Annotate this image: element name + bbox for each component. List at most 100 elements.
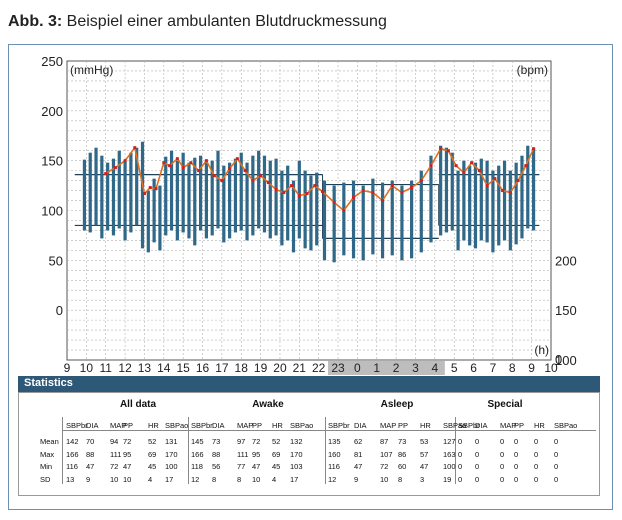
stats-cell: 73: [212, 437, 221, 446]
stats-cell: 100: [443, 462, 456, 471]
map-point: [508, 191, 512, 195]
map-point: [154, 187, 158, 191]
bp-bar: [342, 182, 346, 256]
stats-column-header: DIA: [354, 421, 367, 430]
x-tick-label: 14: [157, 361, 171, 375]
stats-cell: 69: [272, 450, 281, 459]
stats-cell: 0: [554, 475, 559, 484]
stats-column-header: PP: [514, 421, 525, 430]
x-tick-label: 5: [451, 361, 458, 375]
y2-tick-label: 200: [555, 253, 577, 268]
bp-bar: [315, 172, 319, 246]
y2-axis-label: (bpm): [517, 63, 548, 77]
stats-cell: 116: [66, 462, 78, 471]
stats-cell: 8: [398, 475, 403, 484]
map-point: [501, 189, 505, 193]
stats-cell: 166: [66, 450, 79, 459]
stats-cell: 47: [420, 462, 429, 471]
bp-bar: [439, 145, 443, 236]
bp-bar: [222, 165, 226, 243]
bp-bar: [514, 162, 518, 245]
bp-bar: [456, 170, 460, 251]
bp-bar: [123, 160, 127, 241]
stats-cell: 118: [191, 462, 203, 471]
stats-header-rule: [62, 430, 596, 431]
x-tick-label: 9: [528, 361, 535, 375]
stats-column-divider: [188, 417, 189, 484]
stats-cell: 17: [290, 475, 299, 484]
map-point: [297, 194, 301, 198]
statistics-table: [18, 392, 600, 496]
stats-cell: 45: [272, 462, 281, 471]
stats-column-header: SBPao: [443, 421, 467, 430]
stats-column-header: PP: [123, 421, 134, 430]
caption-label: Abb. 3:: [8, 13, 63, 30]
stats-cell: 0: [514, 462, 519, 471]
stats-column-header: MAP: [500, 421, 517, 430]
y-axis-label: (mmHg): [70, 63, 113, 77]
bp-bar: [508, 170, 512, 251]
stats-cell: 73: [398, 437, 407, 446]
x-tick-label: 0: [354, 361, 361, 375]
stats-cell: 72: [252, 437, 261, 446]
stats-cell: 0: [554, 450, 559, 459]
stats-cell: 88: [212, 450, 221, 459]
stats-cell: 4: [272, 475, 277, 484]
x-tick-label: 3: [412, 361, 419, 375]
stats-section-title: Asleep: [380, 399, 414, 410]
stats-column-header: HR: [420, 421, 431, 430]
stats-cell: 0: [534, 462, 539, 471]
map-point: [148, 186, 152, 190]
bp-bar: [485, 160, 489, 243]
stats-cell: 0: [458, 450, 463, 459]
stats-column-header: SBPbr: [66, 421, 88, 430]
stats-cell: 103: [290, 462, 303, 471]
y-tick-label: 100: [41, 204, 63, 219]
map-point: [342, 209, 346, 212]
caption-text: Beispiel einer ambulanten Blutdruckmessu…: [66, 13, 387, 30]
stats-cell: 97: [237, 437, 246, 446]
map-point: [104, 172, 108, 176]
map-point: [493, 177, 497, 181]
bp-bar: [400, 185, 404, 261]
map-point: [113, 166, 117, 170]
x-tick-label: 9: [64, 361, 71, 375]
bp-bar: [239, 152, 243, 231]
map-point: [524, 164, 528, 168]
stats-cell: 142: [66, 437, 79, 446]
map-point: [274, 188, 278, 192]
bp-bar: [257, 150, 261, 229]
stats-cell: 8: [237, 475, 242, 484]
stats-cell: 107: [380, 450, 393, 459]
map-point: [532, 147, 536, 151]
stats-cell: 17: [165, 475, 174, 484]
bp-bar: [309, 175, 313, 251]
bp-bar: [193, 157, 197, 246]
stats-cell: 0: [475, 475, 480, 484]
stats-column-header: MAP: [380, 421, 397, 430]
x-tick-label: 7: [490, 361, 497, 375]
bp-bar: [479, 158, 483, 241]
bp-bar: [473, 162, 478, 249]
bp-bar: [450, 152, 454, 231]
x-tick-label: 21: [293, 361, 307, 375]
figure-caption: Abb. 3: Beispiel einer ambulanten Blutdr…: [8, 13, 387, 31]
map-point: [243, 169, 247, 173]
x-tick-label: 6: [470, 361, 477, 375]
stats-cell: 47: [252, 462, 261, 471]
bp-bar: [216, 150, 220, 229]
map-point: [361, 189, 365, 193]
stats-cell: 10: [110, 475, 119, 484]
stats-cell: 52: [272, 437, 281, 446]
bp-bar: [169, 150, 174, 231]
map-point: [390, 184, 394, 188]
map-point: [266, 181, 270, 185]
map-point: [313, 184, 317, 188]
stats-column-header: MAP: [237, 421, 254, 430]
bp-bar: [410, 180, 414, 259]
x-tick-label: 22: [312, 361, 326, 375]
map-point: [516, 179, 520, 183]
bp-bar: [361, 185, 365, 261]
x-tick-label: 10: [544, 361, 558, 375]
bp-bar: [135, 147, 139, 226]
